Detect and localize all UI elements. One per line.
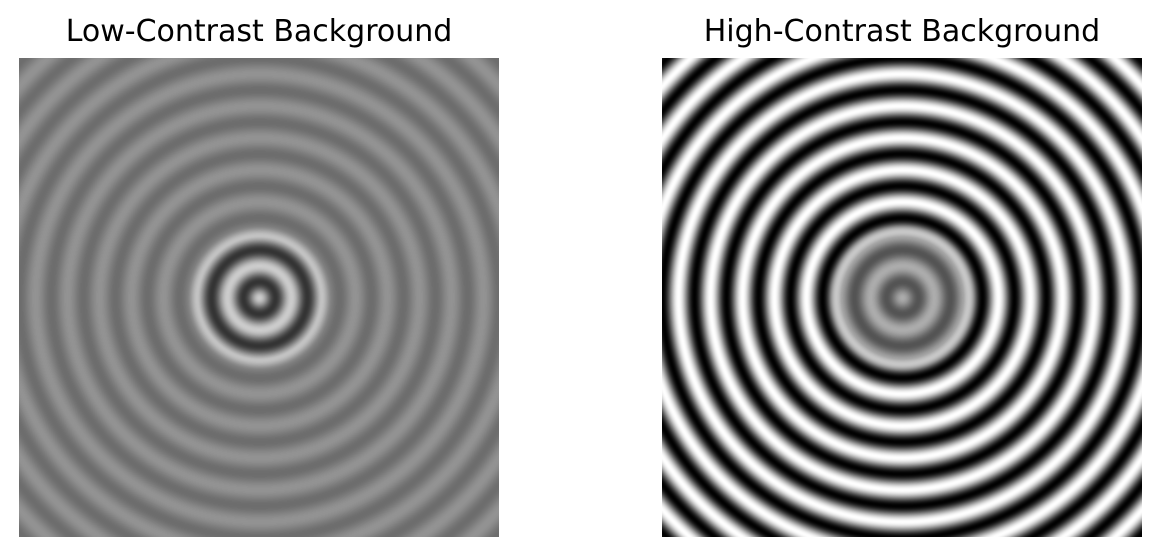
low-contrast-panel: Low-Contrast Background bbox=[19, 0, 499, 556]
low-contrast-title: Low-Contrast Background bbox=[65, 14, 453, 49]
high-contrast-title: High-Contrast Background bbox=[703, 14, 1101, 49]
high-contrast-ring-image bbox=[662, 58, 1142, 537]
low-contrast-ring-image bbox=[19, 58, 499, 537]
high-contrast-panel: High-Contrast Background bbox=[662, 0, 1142, 556]
